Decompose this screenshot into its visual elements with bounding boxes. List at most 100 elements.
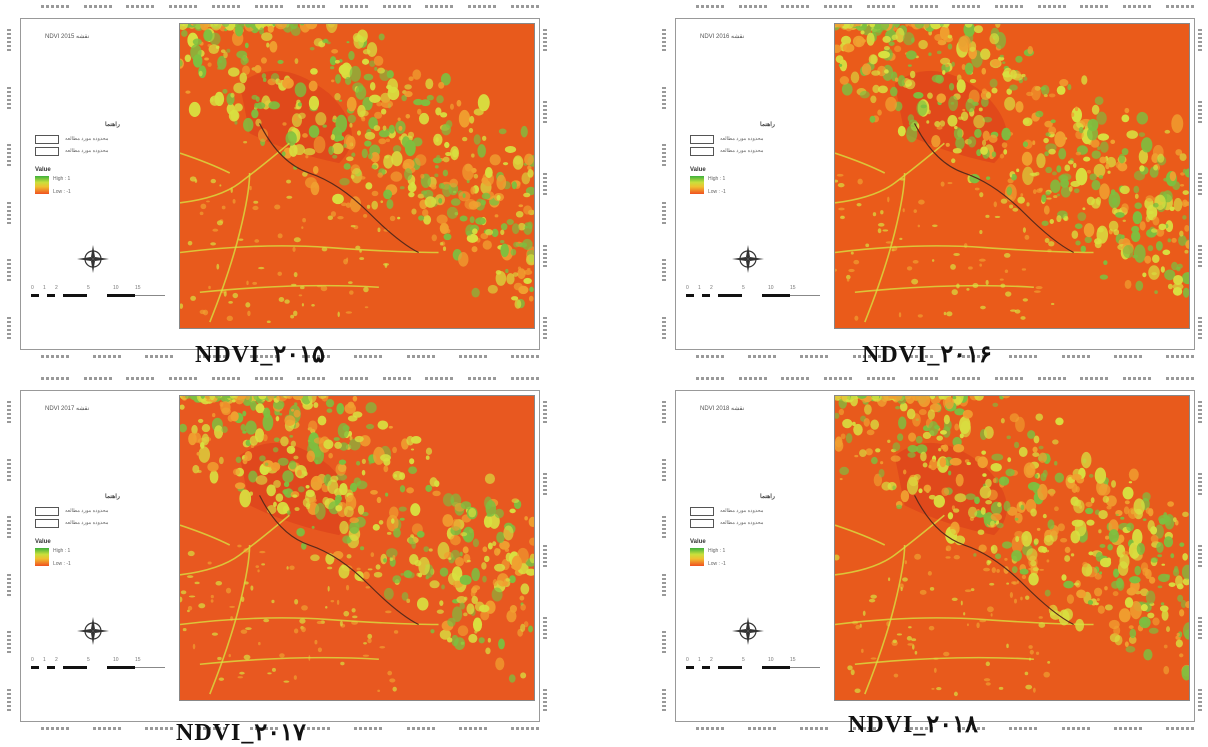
map-title: NDVI 2017 نقشه [45, 406, 90, 412]
legend-swatch [35, 518, 59, 528]
legend-swatch [35, 146, 59, 156]
scale-bar: 0 1 2 5 10 15 [31, 657, 165, 669]
legend: NDVI 2017 نقشه راهنما محدوده مورد مطالعه… [25, 395, 175, 685]
caption-2017: NDVI_۲۰۱۷ [176, 720, 306, 746]
legend: NDVI 2015 نقشه راهنما محدوده مورد مطالعه… [25, 23, 175, 313]
north-arrow-icon [732, 245, 764, 273]
svg-text:1: 1 [698, 285, 701, 291]
map-title: NDVI 2018 نقشه [700, 406, 745, 412]
legend-item: محدوده مورد مطالعه [35, 146, 155, 156]
scale-bar: 0 1 2 5 10 15 [686, 657, 820, 669]
svg-text:10: 10 [113, 285, 119, 291]
legend-swatch [690, 506, 714, 516]
north-arrow-icon [77, 617, 109, 645]
svg-text:5: 5 [742, 657, 745, 663]
svg-text:1: 1 [43, 285, 46, 291]
graticule-top [696, 377, 1194, 387]
ramp-high-label: High : 1 [708, 548, 726, 554]
svg-text:1: 1 [43, 657, 46, 663]
ndvi-color-ramp [690, 176, 704, 194]
caption-2016: NDVI_۲۰۱۶ [862, 342, 992, 368]
legend-item: محدوده مورد مطالعه [35, 134, 155, 144]
svg-text:15: 15 [135, 657, 141, 663]
legend-item: محدوده مورد مطالعه [690, 146, 810, 156]
value-label: Value [35, 167, 51, 173]
legend-title: راهنما [760, 494, 775, 500]
graticule-right [543, 29, 553, 339]
legend-swatch [35, 134, 59, 144]
value-label: Value [690, 539, 706, 545]
svg-text:10: 10 [113, 657, 119, 663]
svg-text:10: 10 [768, 285, 774, 291]
legend-swatch [690, 134, 714, 144]
legend: NDVI 2018 نقشه راهنما محدوده مورد مطالعه… [680, 395, 830, 685]
value-label: Value [35, 539, 51, 545]
north-arrow-icon [77, 245, 109, 273]
svg-text:5: 5 [87, 657, 90, 663]
ramp-low-label: Low : -1 [708, 561, 726, 567]
svg-text:15: 15 [790, 285, 796, 291]
svg-text:5: 5 [87, 285, 90, 291]
graticule-right [543, 401, 553, 711]
svg-text:15: 15 [135, 285, 141, 291]
svg-text:15: 15 [790, 657, 796, 663]
legend-item: محدوده مورد مطالعه [690, 134, 810, 144]
ramp-high-label: High : 1 [53, 176, 71, 182]
legend-title: راهنما [105, 494, 120, 500]
ramp-high-label: High : 1 [53, 548, 71, 554]
ndvi-raster-map [834, 23, 1190, 329]
map-panel-2017: NDVI 2017 نقشه راهنما محدوده مورد مطالعه… [7, 390, 547, 722]
graticule-left [662, 29, 672, 339]
ndvi-color-ramp [35, 548, 49, 566]
legend: NDVI 2016 نقشه راهنما محدوده مورد مطالعه… [680, 23, 830, 313]
graticule-right [1198, 401, 1208, 711]
svg-text:0: 0 [31, 657, 34, 663]
ramp-low-label: Low : -1 [53, 189, 71, 195]
ndvi-raster-map [834, 395, 1190, 701]
legend-swatch [690, 518, 714, 528]
legend-item: محدوده مورد مطالعه [35, 518, 155, 528]
graticule-top [41, 5, 539, 15]
scale-bar: 0 1 2 5 10 15 [31, 285, 165, 297]
legend-item: محدوده مورد مطالعه [690, 518, 810, 528]
legend-title: راهنما [760, 122, 775, 128]
svg-text:0: 0 [686, 285, 689, 291]
ndvi-raster-map [179, 395, 535, 701]
ndvi-color-ramp [35, 176, 49, 194]
map-panel-2016: NDVI 2016 نقشه راهنما محدوده مورد مطالعه… [662, 18, 1202, 350]
scale-bar: 0 1 2 5 10 15 [686, 285, 820, 297]
graticule-top [41, 377, 539, 387]
graticule-left [7, 29, 17, 339]
svg-text:2: 2 [55, 285, 58, 291]
legend-item: محدوده مورد مطالعه [35, 506, 155, 516]
north-arrow-icon [732, 617, 764, 645]
svg-text:1: 1 [698, 657, 701, 663]
graticule-left [7, 401, 17, 711]
graticule-right [1198, 29, 1208, 339]
ramp-high-label: High : 1 [708, 176, 726, 182]
legend-title: راهنما [105, 122, 120, 128]
legend-swatch [35, 506, 59, 516]
map-panel-2018: NDVI 2018 نقشه راهنما محدوده مورد مطالعه… [662, 390, 1202, 722]
graticule-top [696, 5, 1194, 15]
caption-2018: NDVI_۲۰۱۸ [848, 712, 978, 738]
svg-text:2: 2 [710, 285, 713, 291]
svg-text:2: 2 [55, 657, 58, 663]
value-label: Value [690, 167, 706, 173]
legend-item: محدوده مورد مطالعه [690, 506, 810, 516]
ramp-low-label: Low : -1 [708, 189, 726, 195]
map-title: NDVI 2015 نقشه [45, 34, 90, 40]
ndvi-raster-map [179, 23, 535, 329]
svg-text:10: 10 [768, 657, 774, 663]
graticule-left [662, 401, 672, 711]
ramp-low-label: Low : -1 [53, 561, 71, 567]
svg-text:2: 2 [710, 657, 713, 663]
svg-text:0: 0 [686, 657, 689, 663]
map-panel-2015: NDVI 2015 نقشه راهنما محدوده مورد مطالعه… [7, 18, 547, 350]
map-title: NDVI 2016 نقشه [700, 34, 745, 40]
ndvi-color-ramp [690, 548, 704, 566]
caption-2015: NDVI_۲۰۱۵ [195, 342, 325, 368]
legend-swatch [690, 146, 714, 156]
svg-text:0: 0 [31, 285, 34, 291]
svg-text:5: 5 [742, 285, 745, 291]
